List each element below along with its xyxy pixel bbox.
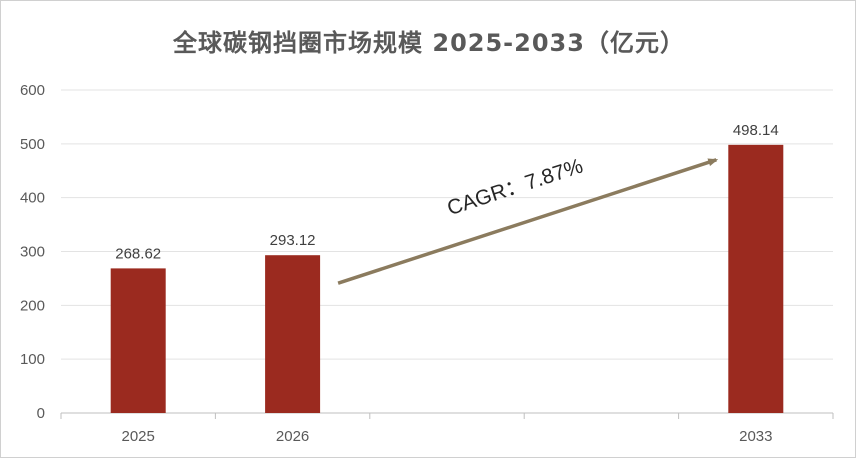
bar bbox=[265, 255, 321, 413]
y-tick-label: 200 bbox=[20, 297, 45, 314]
bar bbox=[728, 144, 784, 413]
y-tick-label: 300 bbox=[20, 244, 45, 261]
data-labels: 268.62 293.12 498.14 bbox=[115, 122, 778, 263]
cagr-annotation: CAGR：7.87% bbox=[337, 155, 719, 285]
y-tick-label: 100 bbox=[20, 351, 45, 368]
cagr-arrow bbox=[337, 158, 719, 285]
y-tick-label: 400 bbox=[20, 190, 45, 207]
axes: 0 100 200 300 400 500 600 2025 2026 2033 bbox=[20, 82, 834, 445]
data-label: 268.62 bbox=[115, 245, 161, 262]
y-tick-label: 0 bbox=[37, 405, 45, 422]
chart-title: 全球碳钢挡圈市场规模 2025-2033（亿元） bbox=[173, 29, 685, 57]
y-tick-label: 600 bbox=[20, 82, 45, 99]
x-tick-label: 2033 bbox=[739, 428, 772, 445]
bars bbox=[110, 144, 784, 413]
x-tick-label: 2026 bbox=[276, 428, 309, 445]
gridlines bbox=[61, 89, 833, 360]
data-label: 498.14 bbox=[733, 122, 779, 139]
data-label: 293.12 bbox=[270, 232, 316, 249]
y-tick-label: 500 bbox=[20, 136, 45, 153]
x-tick-label: 2025 bbox=[122, 428, 155, 445]
bar bbox=[110, 268, 166, 413]
